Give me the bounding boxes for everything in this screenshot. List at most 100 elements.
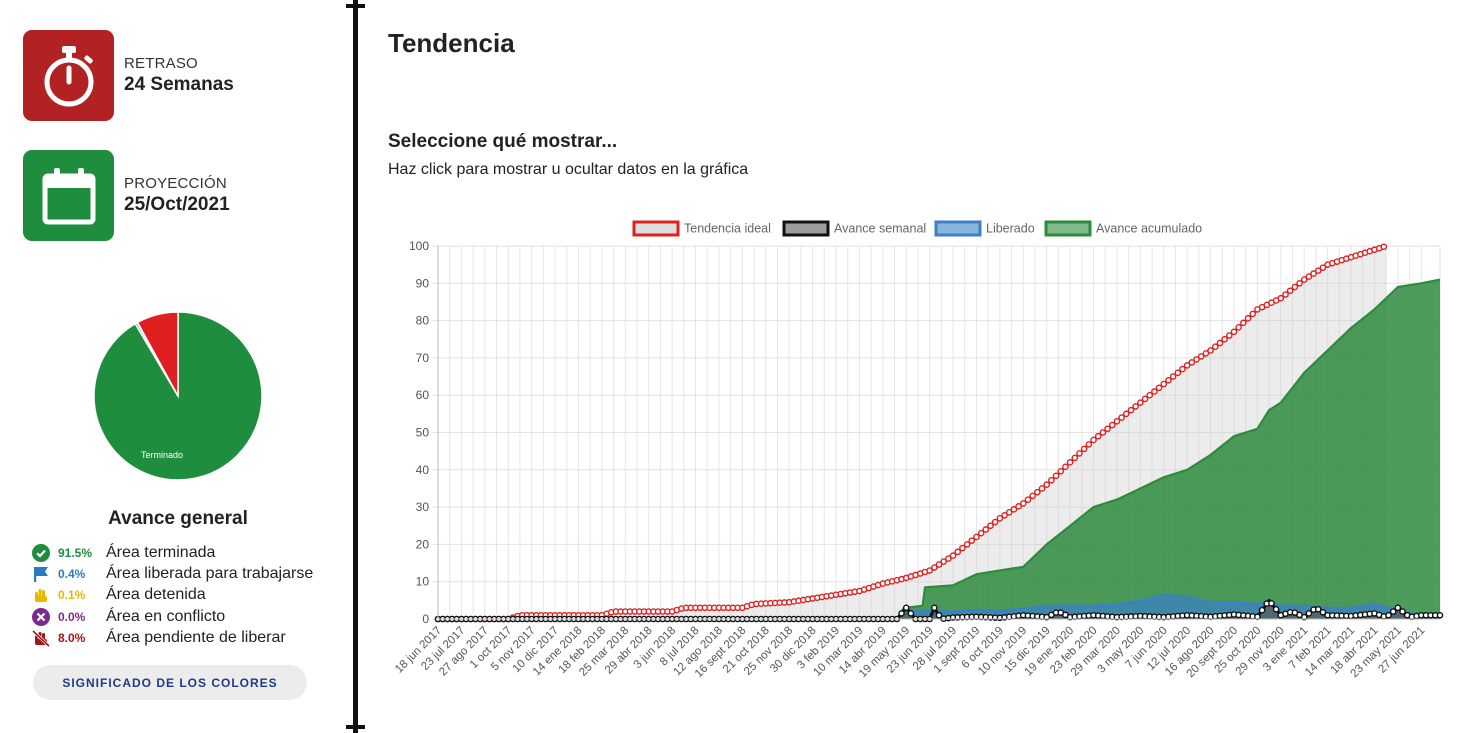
avance-item-label: Área en conflicto: [106, 607, 226, 625]
legend-item-avance-semanal[interactable]: Avance semanal: [782, 220, 926, 237]
series-point: [1085, 441, 1093, 448]
series-point: [1319, 608, 1327, 616]
series-point: [1043, 481, 1050, 489]
series-point: [1282, 291, 1289, 298]
series-point: [968, 537, 976, 544]
series-point: [1094, 432, 1102, 440]
series-point: [926, 567, 933, 574]
series-point: [902, 604, 910, 612]
series-point: [940, 558, 947, 565]
series-point: [898, 610, 905, 617]
series-point: [1230, 328, 1238, 336]
series-point: [977, 529, 985, 537]
avance-item-pct: 8.0%: [58, 630, 86, 645]
avance-item-pct: 91.5%: [58, 545, 93, 560]
legend-swatch: [782, 220, 830, 237]
pie-slice-pendiente[interactable]: [136, 311, 179, 397]
y-tick-label: 50: [416, 426, 430, 440]
series-point: [945, 555, 952, 562]
progress-pie-chart: Terminado: [93, 311, 263, 481]
series-point: [1099, 429, 1107, 436]
avance-item-label: Área detenida: [106, 586, 206, 604]
series-line-avance-acumulado: [438, 278, 1441, 621]
legend-label: Avance acumulado: [1096, 222, 1202, 236]
series-point: [1296, 280, 1303, 287]
series-point: [1286, 287, 1294, 295]
color-meaning-button[interactable]: SIGNIFICADO DE LOS COLORES: [33, 665, 307, 700]
series-point: [1197, 353, 1205, 360]
series-point: [1272, 606, 1280, 613]
projection-label: PROYECCIÓN: [124, 175, 227, 192]
flag-icon: [32, 565, 50, 583]
series-point: [931, 604, 938, 612]
y-tick-label: 100: [409, 239, 429, 253]
series-point: [1314, 267, 1322, 274]
series-point: [1029, 492, 1036, 500]
legend-item-liberado[interactable]: Liberado: [934, 220, 1035, 237]
y-tick-label: 0: [422, 612, 429, 626]
y-tick-label: 20: [416, 537, 430, 551]
series-point: [1005, 509, 1013, 516]
series-point: [1235, 324, 1242, 331]
y-tick-label: 60: [416, 388, 430, 402]
delay-value: 24 Semanas: [124, 74, 234, 95]
series-point: [1146, 391, 1154, 399]
delay-kpi: RETRASO 24 Semanas: [23, 30, 234, 121]
stopwatch-icon: [23, 30, 114, 121]
series-point: [1310, 270, 1317, 277]
series-point: [1066, 459, 1074, 466]
series-point: [1314, 606, 1322, 613]
series-point: [959, 544, 966, 552]
series-point: [1300, 613, 1308, 621]
legend-swatch: [1044, 220, 1092, 237]
avance-item-pct: 0.1%: [58, 588, 86, 603]
series-point: [1141, 395, 1149, 403]
series-area-avance-acumulado: [438, 279, 1440, 619]
series-point: [1038, 485, 1046, 492]
series-point: [1048, 476, 1055, 484]
y-tick-label: 40: [416, 463, 430, 477]
y-tick-label: 30: [416, 500, 430, 514]
avance-item-pct: 0.0%: [58, 609, 86, 624]
series-point: [1108, 421, 1116, 429]
series-point: [1385, 611, 1392, 619]
legend-item-avance-acumulado[interactable]: Avance acumulado: [1044, 220, 1202, 237]
series-point: [1010, 506, 1018, 513]
series-point: [1034, 488, 1041, 496]
series-point: [982, 526, 990, 533]
series-point: [1024, 496, 1032, 503]
avance-item: 0.0% Área en conflicto: [32, 606, 313, 627]
avance-item: 0.1% Área detenida: [32, 585, 313, 606]
avance-item: 8.0% Área pendiente de liberar: [32, 627, 313, 648]
series-point: [1155, 384, 1163, 392]
legend-item-tendencia-ideal[interactable]: Tendencia ideal: [632, 220, 771, 237]
series-point: [1062, 463, 1069, 471]
series-point: [1080, 445, 1088, 453]
pie-label: Terminado: [141, 450, 183, 460]
series-point: [1389, 608, 1397, 615]
series-point: [1277, 294, 1285, 302]
legend-swatch: [632, 220, 680, 237]
series-point: [1291, 283, 1299, 291]
avance-item-label: Área pendiente de liberar: [106, 628, 286, 646]
avance-legend: 91.5% Área terminada 0.4% Área liberada par…: [32, 542, 313, 648]
series-point: [1305, 273, 1313, 280]
series-point: [1174, 369, 1182, 377]
series-point: [963, 541, 971, 548]
series-point: [1394, 604, 1402, 612]
hand-slash-icon: [32, 629, 50, 647]
series-point: [1019, 500, 1027, 507]
series-point: [1179, 365, 1186, 373]
series-point: [1221, 335, 1228, 343]
series-point: [987, 522, 994, 530]
avance-item-label: Área terminada: [106, 543, 216, 561]
legend-label: Tendencia ideal: [684, 222, 771, 236]
projection-value: 25/Oct/2021: [124, 194, 230, 215]
series-point: [1211, 343, 1219, 351]
avance-item: 91.5% Área terminada: [32, 542, 313, 563]
series-point: [991, 518, 999, 526]
series-point: [1399, 608, 1406, 615]
series-point: [907, 610, 915, 617]
series-point: [1090, 436, 1097, 444]
avance-title: Avance general: [108, 508, 248, 529]
